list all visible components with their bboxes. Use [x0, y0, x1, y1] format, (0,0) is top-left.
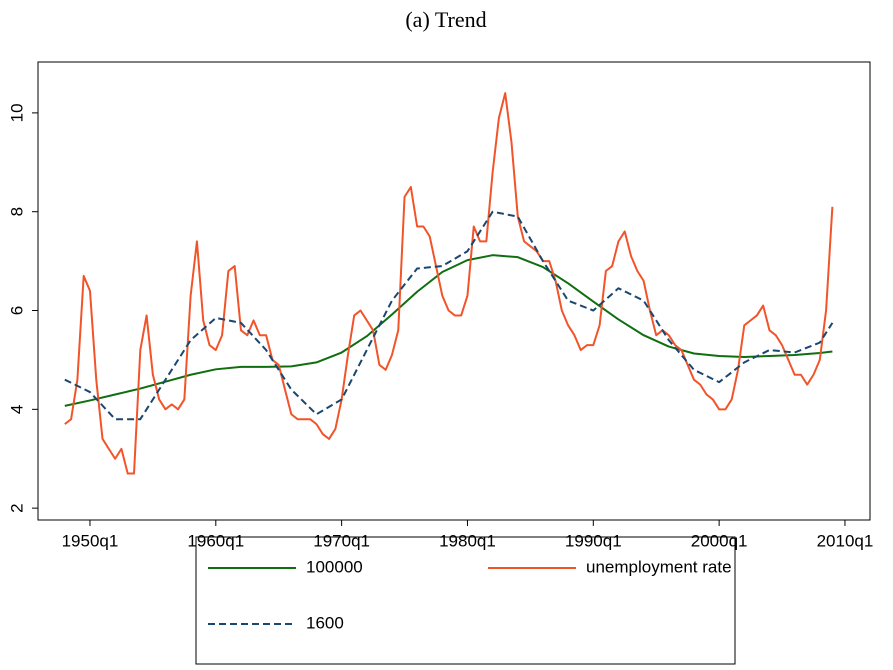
x-tick-label: 1970q1 [313, 531, 370, 550]
legend-box [195, 536, 736, 665]
x-tick-label: 1980q1 [439, 531, 496, 550]
plot-frame [37, 61, 871, 521]
y-tick-label: 6 [7, 306, 26, 315]
series-line [64, 254, 833, 407]
x-tick-label: 1960q1 [187, 531, 244, 550]
series-line [64, 210, 834, 421]
legend-label: 1600 [306, 613, 344, 632]
y-tick-label: 2 [7, 503, 26, 512]
y-tick-label: 4 [7, 405, 26, 414]
x-tick-label: 1950q1 [62, 531, 119, 550]
y-tick-label: 8 [7, 207, 26, 216]
y-tick-label: 10 [7, 103, 26, 122]
x-tick-label: 2000q1 [691, 531, 748, 550]
legend-label: unemployment rate [586, 557, 732, 576]
x-tick-label: 2010q1 [817, 531, 874, 550]
series-line [64, 92, 834, 475]
legend-label: 100000 [306, 557, 363, 576]
x-tick-label: 1990q1 [565, 531, 622, 550]
chart-title: (a) Trend [405, 7, 486, 32]
